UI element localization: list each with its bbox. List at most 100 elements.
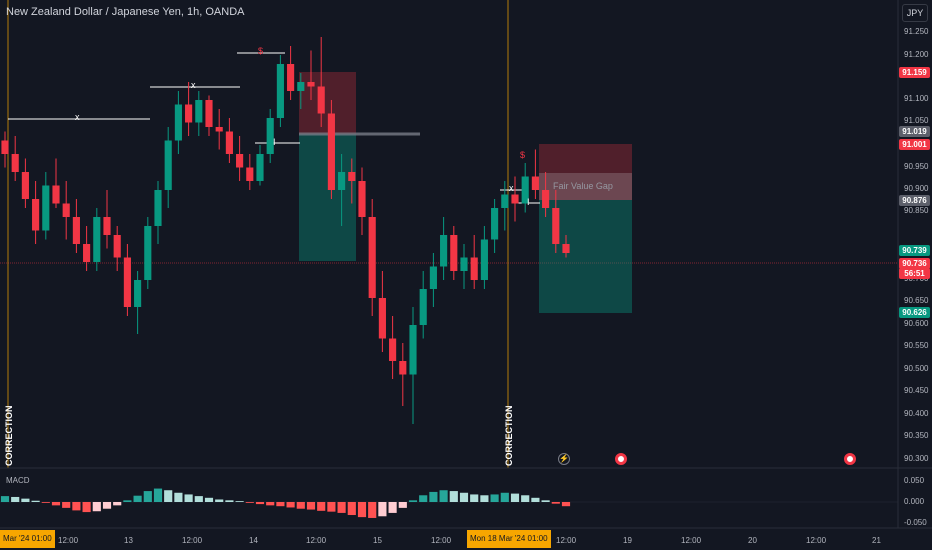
candle-body	[501, 194, 509, 208]
candle-body	[399, 361, 407, 375]
candle-body	[236, 154, 244, 168]
candle-body	[62, 203, 70, 217]
fvg-label: Fair Value Gap	[553, 181, 613, 191]
macd-histogram	[0, 488, 571, 518]
price-tick: 90.600	[904, 319, 929, 328]
price-tick: 91.100	[904, 94, 929, 103]
macd-bar	[378, 502, 387, 517]
candle-body	[327, 113, 335, 190]
macd-bar	[357, 502, 367, 518]
macd-bar	[561, 502, 571, 507]
price-tick: 90.300	[904, 454, 929, 463]
candle-body	[358, 181, 366, 217]
price-badge: 90.626	[899, 307, 930, 318]
price-tick: 90.350	[904, 431, 929, 440]
candle-body	[225, 131, 233, 154]
price-tick: 91.250	[904, 27, 929, 36]
candle-body	[521, 176, 529, 204]
currency-button[interactable]: JPY	[902, 4, 928, 22]
x-marker: x	[509, 183, 514, 193]
price-tick: 90.650	[904, 296, 929, 305]
macd-bar	[92, 502, 101, 512]
time-tick: 12:00	[556, 536, 577, 545]
price-tick: 91.200	[904, 50, 929, 59]
lightning-icon[interactable]: ⚡	[558, 453, 570, 465]
macd-bar	[123, 500, 132, 502]
macd-bar	[204, 497, 214, 502]
alert-icon[interactable]	[844, 453, 856, 465]
candle-body	[21, 172, 29, 199]
time-tick: 12:00	[806, 536, 827, 545]
candle-body	[154, 190, 162, 226]
candle-body	[338, 172, 346, 190]
macd-bar	[184, 494, 193, 502]
price-tick: 90.550	[904, 341, 929, 350]
stop-loss-zone	[299, 72, 356, 134]
x-marker: x	[75, 112, 80, 122]
candle-body	[185, 104, 193, 123]
time-tick: 12:00	[431, 536, 452, 545]
x-marker: x	[191, 80, 196, 90]
macd-bar	[235, 501, 244, 502]
s-marker: $	[520, 150, 526, 160]
macd-bar	[419, 495, 428, 502]
candles-group	[1, 37, 570, 424]
macd-bar	[194, 496, 203, 502]
countdown-badge: 56:51	[899, 268, 930, 279]
macd-bar	[225, 500, 234, 502]
macd-label[interactable]: MACD	[6, 476, 30, 485]
candle-body	[93, 217, 101, 262]
candle-body	[103, 217, 111, 235]
candle-body	[552, 208, 560, 244]
time-tick: 21	[872, 536, 881, 545]
price-tick: 90.900	[904, 184, 929, 193]
candle-body	[491, 208, 499, 240]
time-tick: 20	[748, 536, 757, 545]
candle-body	[1, 140, 9, 154]
candle-body	[460, 257, 468, 271]
candle-body	[450, 235, 458, 271]
candle-body	[542, 190, 550, 208]
time-tick: 12:00	[58, 536, 79, 545]
candle-body	[256, 154, 264, 181]
time-tick: 15	[373, 536, 382, 545]
macd-bar	[266, 502, 275, 506]
macd-bar	[429, 491, 438, 502]
last-price-badge: 90.736	[899, 258, 930, 269]
i-marker: I	[527, 197, 530, 207]
macd-bar	[306, 502, 316, 510]
candle-body	[42, 185, 50, 231]
macd-bar	[286, 502, 295, 508]
fair-value-gap-zone	[539, 173, 632, 200]
macd-bar	[296, 502, 305, 509]
macd-bar	[21, 498, 30, 502]
macd-bar	[317, 502, 326, 511]
macd-bar	[551, 502, 560, 504]
macd-bar	[215, 499, 224, 502]
macd-bar	[531, 497, 540, 502]
take-profit-zone	[299, 134, 356, 261]
symbol-title[interactable]: New Zealand Dollar / Japanese Yen, 1h, O…	[6, 6, 245, 18]
macd-bar	[388, 502, 397, 513]
macd-bar	[470, 494, 479, 502]
macd-bar	[500, 492, 509, 502]
candle-body	[287, 64, 295, 91]
price-tick: 90.950	[904, 162, 929, 171]
macd-bar	[490, 494, 499, 502]
candle-body	[480, 239, 488, 280]
macd-bar	[113, 502, 122, 506]
macd-bar	[62, 502, 71, 508]
candle-body	[348, 172, 356, 181]
macd-bar	[143, 491, 152, 502]
macd-bar	[164, 490, 173, 502]
macd-bar	[327, 502, 336, 512]
macd-bar	[72, 502, 81, 511]
alert-icon[interactable]	[615, 453, 627, 465]
price-tick: 90.500	[904, 364, 929, 373]
macd-bar	[31, 500, 40, 502]
macd-bar	[398, 502, 407, 508]
macd-tick: -0.050	[904, 518, 927, 527]
candle-body	[134, 280, 142, 307]
macd-bar	[82, 502, 91, 513]
